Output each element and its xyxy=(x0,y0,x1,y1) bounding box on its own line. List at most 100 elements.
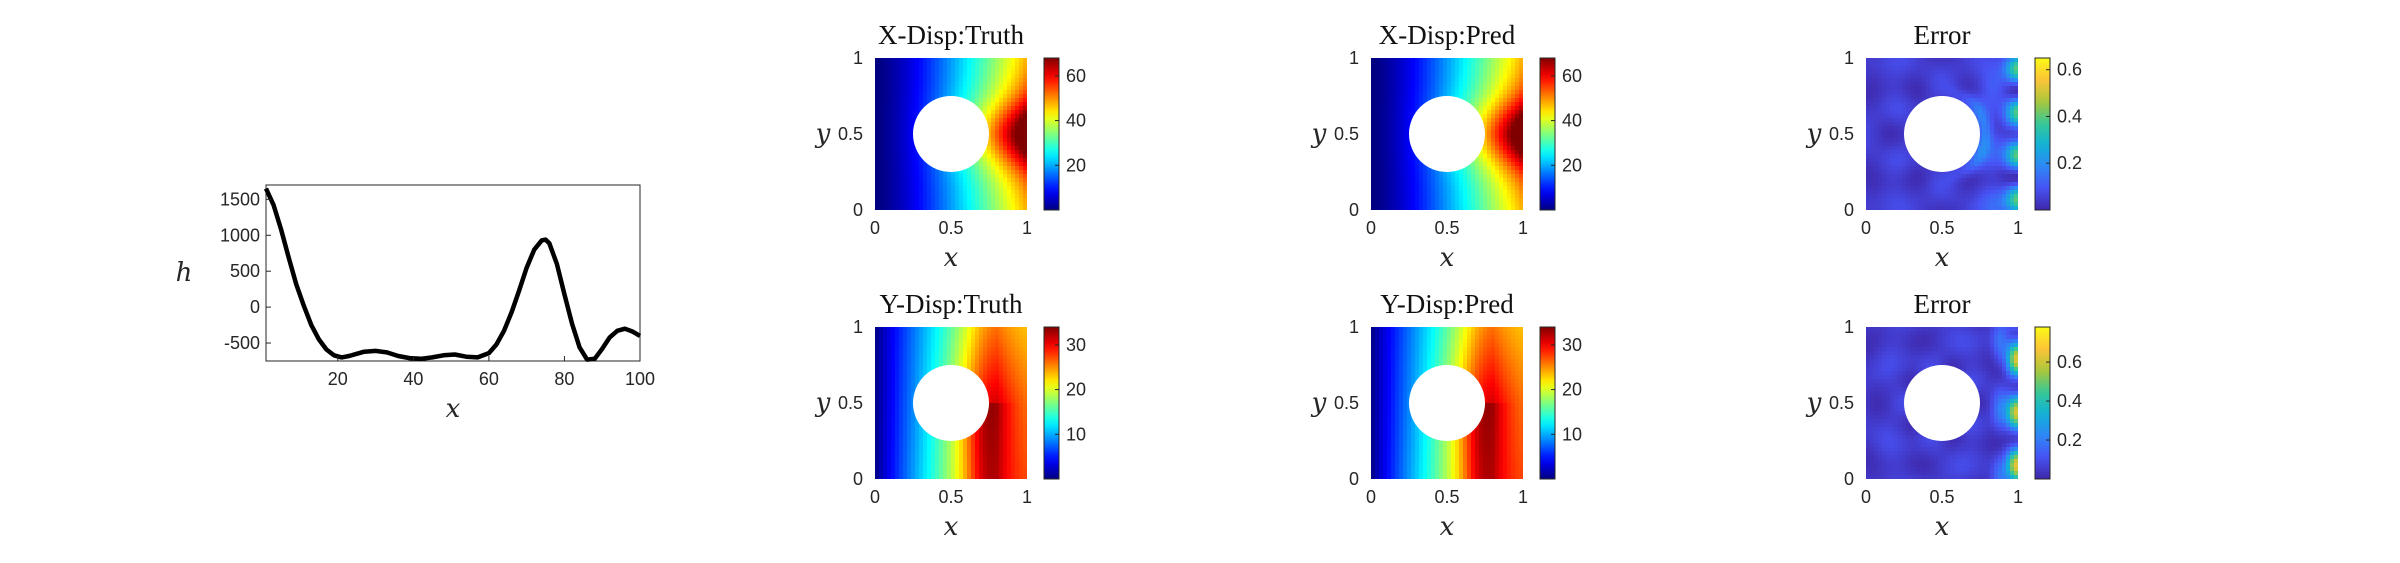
heatmap-cell xyxy=(1958,94,1963,99)
heatmap-cell xyxy=(895,343,900,348)
heatmap-cell xyxy=(1866,134,1871,139)
heatmap-cell xyxy=(1503,78,1508,83)
heatmap-cell xyxy=(1491,194,1496,199)
heatmap-cell xyxy=(1978,98,1983,103)
heatmap-cell xyxy=(1982,106,1987,111)
heatmap-cell xyxy=(1479,110,1484,115)
heatmap-cell xyxy=(1371,142,1376,147)
heatmap-cell xyxy=(1415,58,1420,63)
heatmap-cell xyxy=(1954,78,1959,83)
heatmap-cell xyxy=(1395,78,1400,83)
heatmap-cell xyxy=(931,78,936,83)
heatmap-cell xyxy=(875,146,880,151)
heatmap-cell xyxy=(1878,146,1883,151)
heatmap-cell xyxy=(1866,150,1871,155)
heatmap-cell xyxy=(1491,158,1496,163)
heatmap-cell xyxy=(1399,98,1404,103)
x-axis-label: x xyxy=(1935,243,1950,273)
heatmap-cell xyxy=(1483,122,1488,127)
heatmap-cell xyxy=(1499,118,1504,123)
heatmap-cell xyxy=(999,162,1004,167)
heatmap-cell xyxy=(1495,166,1500,171)
heatmap-cell xyxy=(1970,174,1975,179)
heatmap-cell xyxy=(1483,150,1488,155)
heatmap-cell xyxy=(915,166,920,171)
heatmap-cell xyxy=(1966,186,1971,191)
heatmap-cell xyxy=(1383,70,1388,75)
heatmap-cell xyxy=(1427,62,1432,67)
heatmap-cell xyxy=(1407,126,1412,131)
heatmap-cell xyxy=(2002,74,2007,79)
heatmap-cell xyxy=(1399,86,1404,91)
heatmap-cell xyxy=(1515,134,1520,139)
heatmap-cell xyxy=(1974,182,1979,187)
heatmap-cell xyxy=(1491,142,1496,147)
heatmap-cell xyxy=(1383,130,1388,135)
heatmap-cell xyxy=(1023,94,1027,99)
heatmap-cell xyxy=(1986,170,1991,175)
heatmap-cell xyxy=(1507,142,1512,147)
heatmap-cell xyxy=(1487,102,1492,107)
heatmap-cell xyxy=(963,351,968,356)
heatmap-cell xyxy=(959,62,964,67)
heatmap-cell xyxy=(1511,114,1516,119)
heatmap-cell xyxy=(1910,166,1915,171)
heatmap-cell xyxy=(2010,186,2015,191)
heatmap-cell xyxy=(1966,162,1971,167)
heatmap-cell xyxy=(1451,202,1456,207)
heatmap-cell xyxy=(959,82,964,87)
heatmap-cell xyxy=(895,62,900,67)
heatmap-cell xyxy=(2006,102,2011,107)
heatmap-cell xyxy=(1371,162,1376,167)
heatmap-cell xyxy=(1511,166,1516,171)
heatmap-cell xyxy=(1898,82,1903,87)
heatmap-cell xyxy=(951,70,956,75)
heatmap-cell xyxy=(1003,178,1008,183)
heatmap-cell xyxy=(987,138,992,143)
heatmap-cell xyxy=(1998,182,2003,187)
heatmap-cell xyxy=(1994,186,1999,191)
heatmap-cell xyxy=(1970,198,1975,203)
heatmap-cell xyxy=(1990,202,1995,207)
heatmap-cell xyxy=(915,194,920,199)
heatmap-cell xyxy=(1938,82,1943,87)
heatmap-cell xyxy=(1403,194,1408,199)
heatmap-cell xyxy=(1894,198,1899,203)
heatmap-cell xyxy=(1950,78,1955,83)
heatmap-cell xyxy=(1882,154,1887,159)
heatmap-cell xyxy=(1994,114,1999,119)
heatmap-cell xyxy=(887,347,892,352)
heatmap-cell xyxy=(927,62,932,67)
heatmap-cell xyxy=(1515,90,1520,95)
heatmap-cell xyxy=(1870,142,1875,147)
heatmap-cell xyxy=(1467,198,1472,203)
heatmap-cell xyxy=(987,106,992,111)
heatmap-cell xyxy=(1994,206,1999,210)
heatmap-cell xyxy=(975,186,980,191)
heatmap-cell xyxy=(1403,154,1408,159)
heatmap-cell xyxy=(895,158,900,163)
h-series-line xyxy=(263,187,642,362)
heatmap-cell xyxy=(1003,335,1008,340)
heatmap-cell xyxy=(1499,146,1504,151)
heatmap-cell xyxy=(959,202,964,207)
heatmap-cell xyxy=(1463,86,1468,91)
heatmap-cell xyxy=(1938,174,1943,179)
heatmap-cell xyxy=(1399,82,1404,87)
heatmap-cell xyxy=(1507,74,1512,79)
y-tick-label: 1 xyxy=(1844,48,1854,68)
heatmap-cell xyxy=(2010,150,2015,155)
heatmap-cell xyxy=(1023,363,1027,368)
x-tick-label: 1 xyxy=(2013,218,2023,238)
heatmap-cell xyxy=(1023,106,1027,111)
heatmap-cell xyxy=(979,162,984,167)
heatmap-cell xyxy=(1507,78,1512,83)
heatmap-cell xyxy=(979,331,984,336)
heatmap-cell xyxy=(1019,58,1024,63)
heatmap-cell xyxy=(1870,170,1875,175)
heatmap-cell xyxy=(983,202,988,207)
heatmap-cell xyxy=(875,118,880,123)
heatmap-cell xyxy=(1962,182,1967,187)
heatmap-cell xyxy=(1515,190,1520,195)
heatmap-cell xyxy=(1399,62,1404,67)
